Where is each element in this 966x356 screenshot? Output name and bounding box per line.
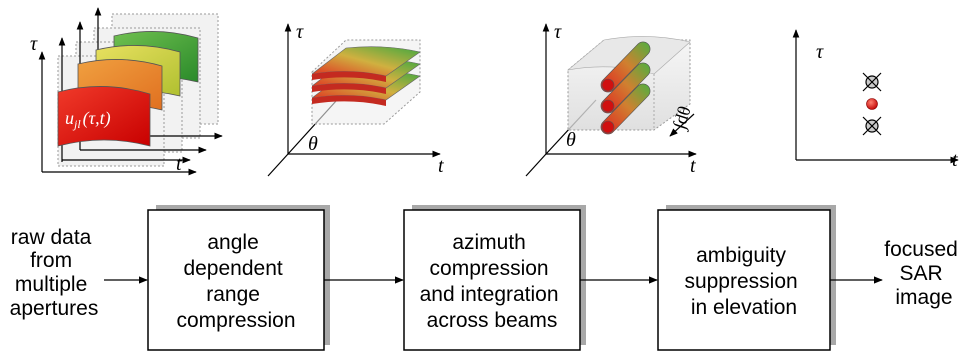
box3-label: ambiguity suppression in elevation <box>684 244 803 319</box>
panel-azimuth-compressed: ∫dθ τ t θ <box>525 21 697 177</box>
theta-axis-back <box>267 153 289 177</box>
box-range-compression <box>147 209 325 351</box>
sheet-red <box>57 86 151 147</box>
theta-label: θ <box>566 129 576 151</box>
box1-label: angle dependent range compression <box>176 231 295 332</box>
tau-label: τ <box>296 21 304 43</box>
panel-focused-image: τ t <box>792 29 959 171</box>
suppressed-ambiguity-top <box>862 72 882 92</box>
suppressed-ambiguity-bottom <box>862 116 882 136</box>
t-label: t <box>952 149 958 171</box>
theta-label: θ <box>308 133 318 155</box>
tau-label: τ <box>816 41 824 63</box>
t-label: t <box>176 153 182 175</box>
panel-range-compressed: τ t θ <box>267 21 444 177</box>
integration-arrow <box>669 113 695 137</box>
focused-target <box>866 98 878 110</box>
tau-label: τ <box>30 33 38 55</box>
flow-row: raw data from multiple apertures angle d… <box>10 205 963 351</box>
output-label: focused SAR image <box>884 238 963 309</box>
focused-rods <box>600 41 651 135</box>
tau-label: τ <box>554 21 562 43</box>
panel-raw-data: ujl (τ,t) τ t <box>30 7 223 176</box>
t-label: t <box>690 155 696 177</box>
input-label: raw data from multiple apertures <box>10 226 99 320</box>
box-ambiguity-suppression <box>657 209 831 351</box>
box2-label: azimuth compression and integration acro… <box>420 231 565 332</box>
signal-label: ujl (τ,t) <box>65 108 111 131</box>
t-label: t <box>438 155 444 177</box>
